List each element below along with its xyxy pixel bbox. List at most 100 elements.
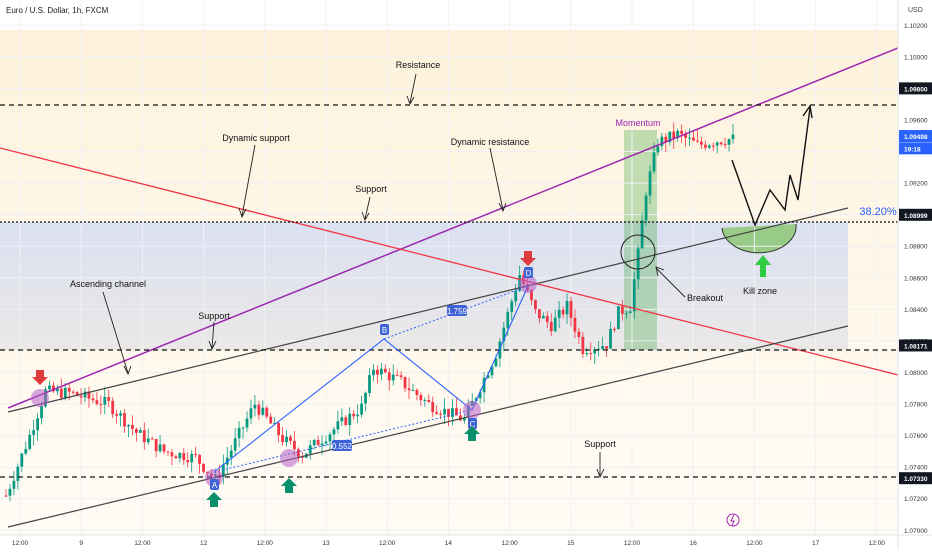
candle-body [372, 369, 375, 376]
time-tick: 12:00 [501, 540, 518, 547]
price-tick: 1.07600 [904, 433, 928, 440]
price-tick: 1.08600 [904, 275, 928, 282]
breakout-circle [620, 234, 656, 270]
candle-body [289, 436, 292, 441]
candle-body [83, 391, 87, 398]
candle-body [123, 413, 126, 427]
price-label-bg [899, 339, 932, 352]
price-label: 1.08171 [904, 343, 928, 350]
time-tick: 16 [690, 540, 698, 547]
candle-body [71, 391, 75, 393]
candle-body [269, 416, 273, 424]
price-label-bg [899, 208, 932, 221]
dynamic-resistance-label: Dynamic resistance [451, 137, 530, 147]
candle-body [24, 448, 28, 454]
candle-body [506, 311, 510, 328]
candle-body [312, 439, 316, 446]
candle-body [154, 439, 158, 452]
candle-body [146, 438, 150, 443]
candle-body [585, 353, 589, 355]
candle-body [142, 430, 146, 443]
candle-body [182, 452, 186, 461]
candle-body [723, 144, 727, 146]
candle-body [486, 375, 490, 378]
time-axis[interactable]: 12:00 9 12:00 12 12:00 13 12:00 14 12:00 15 12:00 1… [0, 534, 932, 547]
candle-body [407, 388, 411, 391]
ascending-channel-label: Ascending channel [70, 279, 146, 289]
breakout-pointer [655, 266, 686, 298]
candle-body [478, 392, 482, 399]
candle-body [510, 301, 514, 312]
candle-body [383, 368, 387, 373]
marker-circle [280, 449, 298, 467]
blue-supply-zone [0, 222, 848, 350]
candle-body [332, 429, 336, 435]
time-tick: 15 [567, 540, 575, 547]
candle-body [174, 456, 178, 459]
candle-body [577, 331, 581, 337]
support-mid-label: Support [355, 184, 387, 194]
candle-body [605, 346, 608, 349]
dynamic-support-line[interactable] [7, 47, 898, 409]
price-label-bg [899, 82, 932, 95]
harmonic-legs[interactable] [213, 285, 529, 473]
candle-body [368, 375, 371, 393]
candle-body [67, 387, 71, 392]
price-axis[interactable]: USD 1.07000 1.07200 1.07400 1.07600 1.07800 1… [897, 0, 932, 550]
time-tick: 12 [200, 540, 208, 547]
candle-body [443, 408, 446, 415]
dynamic-resistance-pointer [489, 147, 507, 213]
price-label: 19:18 [904, 146, 921, 153]
candle-body [628, 311, 632, 314]
candle-body [198, 454, 202, 464]
economic-event-icon[interactable] [726, 513, 740, 527]
marker-circle [519, 275, 537, 293]
candle-body [111, 400, 115, 415]
candle-body [138, 430, 142, 433]
candle-body [8, 488, 12, 496]
harmonic-label-c: C [470, 420, 476, 429]
price-label: 1.09800 [904, 86, 928, 93]
candle-body [672, 131, 676, 139]
harmonic-label-b-bg [380, 324, 389, 335]
candle-body [545, 315, 549, 322]
price-tick: 1.07000 [904, 528, 928, 535]
time-tick: 12:00 [746, 540, 763, 547]
channel-lower-line[interactable] [7, 325, 849, 528]
candle-body [696, 140, 699, 142]
candle-body [87, 391, 91, 399]
candle-body [684, 133, 687, 138]
resistance-pointer [406, 73, 417, 106]
candle-body [36, 418, 40, 431]
candle-body [640, 220, 644, 249]
candle-body [703, 144, 707, 148]
kill-zone-fill [722, 224, 797, 253]
candle-body [95, 400, 99, 405]
candle-body [624, 313, 628, 315]
candle-body [134, 428, 138, 433]
candle-body [12, 480, 16, 489]
candle-body [281, 435, 284, 443]
dynamic-resistance-line[interactable] [0, 147, 898, 376]
candle-body [293, 440, 296, 450]
candle-body [680, 130, 684, 134]
channel-upper-line[interactable] [7, 207, 849, 413]
breakout-label: Breakout [687, 293, 724, 303]
time-tick: 12:00 [134, 540, 151, 547]
candle-body [395, 374, 399, 376]
candle-body [636, 248, 640, 280]
candle-body [241, 427, 245, 429]
down-arrow-icon [520, 251, 536, 266]
candle-body [458, 415, 462, 421]
candle-body [391, 374, 395, 381]
candle-body [664, 136, 668, 143]
candle-body [336, 421, 340, 430]
candle-body [549, 321, 553, 332]
candle-body [324, 441, 328, 444]
candle-body [557, 309, 561, 318]
candle-body [20, 453, 24, 467]
marker-circle [31, 389, 49, 407]
time-tick: 12:00 [379, 540, 396, 547]
candle-body [340, 417, 344, 422]
